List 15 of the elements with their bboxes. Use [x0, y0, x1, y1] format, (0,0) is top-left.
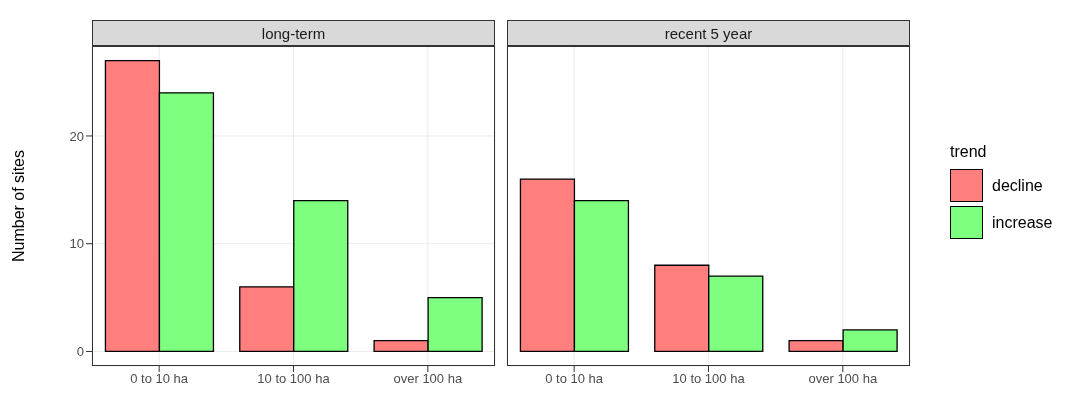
- legend-label: decline: [992, 176, 1043, 195]
- chart-title: recent 5 year: [507, 20, 910, 46]
- x-tick-label: over 100 ha: [393, 371, 463, 387]
- chart-title: long-term: [92, 20, 495, 46]
- x-tick-label: 0 to 10 ha: [545, 371, 604, 387]
- x-tick-label: 0 to 10 ha: [130, 371, 189, 387]
- legend-title: trend: [950, 143, 988, 161]
- x-tick-label: 10 to 100 ha: [672, 371, 746, 387]
- legend-label: increase: [992, 213, 1053, 232]
- x-tick-label: 10 to 100 ha: [257, 371, 331, 387]
- x-tick-label: over 100 ha: [808, 371, 878, 387]
- y-axis-title: Number of sites: [9, 149, 27, 263]
- y-tick-label: 0: [76, 344, 84, 360]
- y-tick-label: 20: [69, 128, 84, 144]
- y-tick-label: 10: [69, 236, 84, 252]
